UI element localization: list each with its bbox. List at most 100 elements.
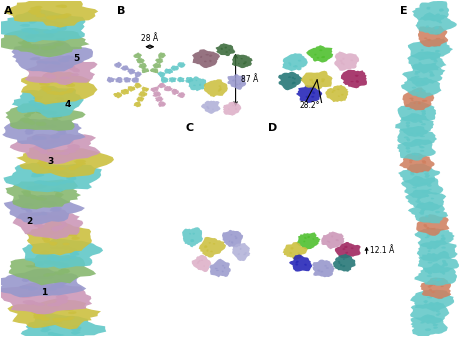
Polygon shape — [21, 44, 34, 49]
Polygon shape — [73, 160, 86, 163]
Polygon shape — [344, 246, 347, 248]
Polygon shape — [28, 101, 36, 103]
Polygon shape — [71, 251, 80, 253]
Polygon shape — [317, 269, 320, 271]
Polygon shape — [48, 292, 59, 294]
Polygon shape — [42, 107, 49, 110]
Polygon shape — [53, 92, 63, 95]
Polygon shape — [219, 86, 221, 88]
Text: A: A — [4, 6, 12, 17]
Polygon shape — [49, 209, 61, 212]
Polygon shape — [123, 77, 131, 83]
Polygon shape — [191, 240, 193, 242]
Polygon shape — [68, 233, 77, 236]
Polygon shape — [433, 257, 437, 260]
Polygon shape — [235, 105, 236, 107]
Polygon shape — [324, 265, 327, 267]
Polygon shape — [24, 204, 32, 206]
Polygon shape — [422, 113, 426, 116]
Polygon shape — [160, 104, 161, 105]
Polygon shape — [351, 247, 354, 249]
Polygon shape — [44, 111, 52, 113]
Polygon shape — [135, 71, 142, 78]
Polygon shape — [431, 31, 434, 33]
Polygon shape — [437, 303, 439, 305]
Polygon shape — [4, 0, 98, 28]
Polygon shape — [230, 234, 232, 236]
Polygon shape — [335, 242, 361, 258]
Polygon shape — [288, 76, 291, 78]
Polygon shape — [61, 152, 70, 154]
Polygon shape — [294, 78, 296, 80]
Polygon shape — [141, 94, 142, 95]
Polygon shape — [420, 135, 425, 137]
Polygon shape — [419, 212, 424, 214]
Polygon shape — [25, 203, 35, 206]
Polygon shape — [55, 188, 63, 191]
Polygon shape — [138, 91, 147, 97]
Polygon shape — [139, 56, 140, 57]
Polygon shape — [218, 90, 220, 92]
Polygon shape — [162, 84, 163, 85]
Text: 12.1 Å: 12.1 Å — [370, 246, 395, 254]
Polygon shape — [23, 44, 34, 48]
Polygon shape — [57, 101, 68, 104]
Polygon shape — [216, 43, 235, 56]
Polygon shape — [428, 246, 432, 249]
Polygon shape — [66, 316, 74, 320]
Polygon shape — [311, 81, 314, 84]
Polygon shape — [31, 12, 41, 15]
Polygon shape — [37, 110, 46, 114]
Polygon shape — [421, 209, 425, 211]
Polygon shape — [414, 73, 419, 75]
Polygon shape — [125, 90, 126, 91]
Polygon shape — [436, 314, 439, 316]
Polygon shape — [34, 312, 44, 316]
Polygon shape — [37, 149, 47, 152]
Polygon shape — [36, 105, 43, 108]
Polygon shape — [436, 33, 439, 35]
Polygon shape — [312, 238, 314, 240]
Polygon shape — [441, 235, 445, 237]
Polygon shape — [52, 16, 64, 19]
Polygon shape — [46, 17, 57, 20]
Polygon shape — [55, 301, 67, 304]
Polygon shape — [205, 54, 209, 56]
Polygon shape — [21, 205, 29, 210]
Polygon shape — [64, 64, 70, 68]
Polygon shape — [144, 94, 145, 95]
Polygon shape — [29, 10, 40, 14]
Polygon shape — [21, 312, 106, 337]
Polygon shape — [26, 208, 31, 211]
Polygon shape — [66, 155, 73, 159]
Polygon shape — [37, 262, 43, 264]
Polygon shape — [57, 25, 67, 28]
Polygon shape — [232, 80, 235, 82]
Polygon shape — [161, 54, 162, 55]
Polygon shape — [142, 68, 149, 74]
Polygon shape — [294, 65, 298, 67]
Polygon shape — [425, 26, 429, 28]
Polygon shape — [422, 161, 426, 162]
Polygon shape — [206, 106, 209, 108]
Polygon shape — [418, 102, 421, 104]
Polygon shape — [432, 279, 436, 280]
Polygon shape — [237, 253, 240, 255]
Polygon shape — [120, 89, 129, 95]
Polygon shape — [55, 64, 65, 68]
Polygon shape — [139, 61, 140, 62]
Polygon shape — [116, 95, 117, 96]
Polygon shape — [424, 52, 430, 55]
Polygon shape — [116, 94, 117, 95]
Polygon shape — [115, 77, 123, 83]
Polygon shape — [58, 99, 67, 103]
Polygon shape — [51, 207, 60, 211]
Polygon shape — [46, 34, 54, 37]
Polygon shape — [55, 284, 64, 288]
Polygon shape — [134, 83, 142, 89]
Text: 87 Å: 87 Å — [241, 75, 258, 85]
Polygon shape — [416, 12, 457, 35]
Polygon shape — [58, 231, 64, 234]
Polygon shape — [42, 323, 55, 326]
Polygon shape — [409, 161, 412, 163]
